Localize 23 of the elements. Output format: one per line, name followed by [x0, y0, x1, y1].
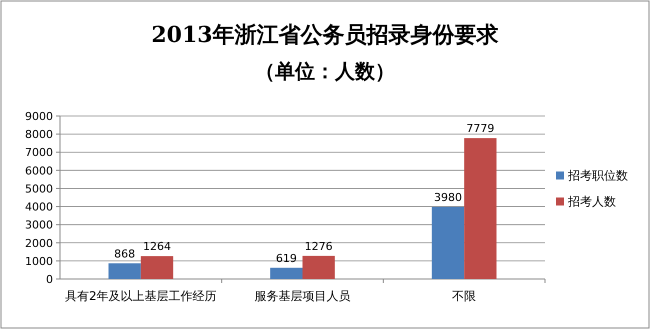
data-label: 1264: [143, 240, 171, 254]
xtick: 具有2年及以上基层工作经历: [65, 289, 217, 303]
ytick: 5000: [25, 182, 53, 196]
ytick: 1000: [25, 254, 53, 268]
data-label: 868: [114, 247, 136, 260]
data-label: 3980: [434, 190, 462, 204]
xtick: 服务基层项目人员: [254, 289, 350, 303]
ytick: 6000: [25, 164, 53, 178]
ytick: 9000: [25, 110, 53, 123]
ytick: 4000: [25, 200, 53, 214]
data-label: 1276: [304, 240, 333, 253]
title: 2013年浙江省公务员招录身份要求: [151, 22, 499, 48]
xtick: 不限: [452, 289, 476, 303]
subtitle: （单位：人数）: [255, 59, 395, 83]
ytick: 2000: [25, 236, 53, 250]
ytick: 8000: [25, 128, 53, 142]
data-label: 619: [276, 252, 297, 265]
ytick: 7000: [25, 146, 53, 160]
data-label: 7779: [466, 122, 494, 136]
legend-label: 招考职位数: [568, 168, 628, 182]
legend-label: 招考人数: [568, 194, 616, 208]
ytick: 0: [46, 273, 53, 286]
ytick: 3000: [25, 218, 53, 232]
